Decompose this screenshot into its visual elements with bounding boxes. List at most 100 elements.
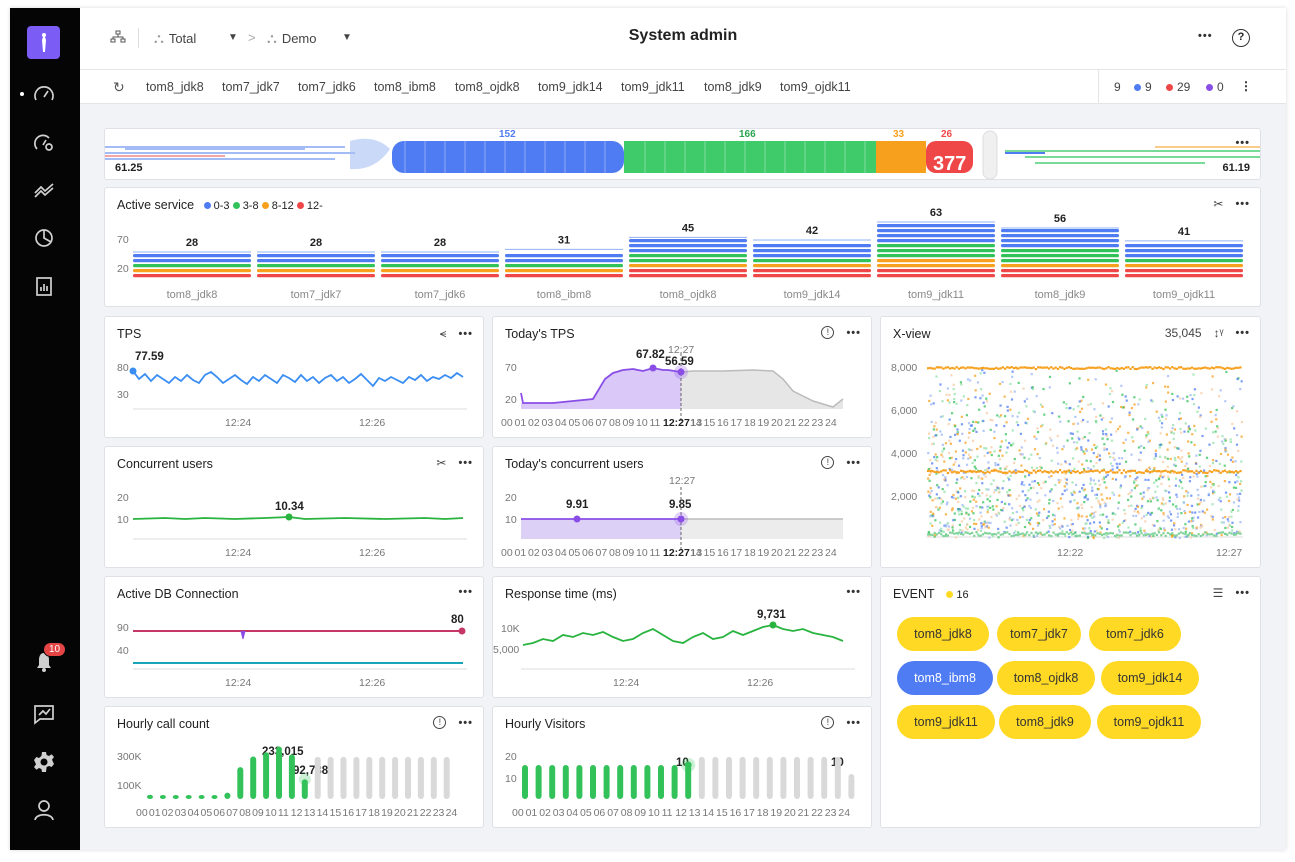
xview-point (938, 389, 942, 393)
app-logo[interactable] (27, 26, 60, 59)
tab-tom8-ibm8[interactable]: tom8_ibm8 (374, 80, 436, 94)
xview-point (1006, 405, 1009, 408)
tab-tom7-jdk7[interactable]: tom7_jdk7 (222, 80, 280, 94)
tab-tom8-jdk8[interactable]: tom8_jdk8 (146, 80, 204, 94)
xview-point (1102, 432, 1105, 436)
xview-point (954, 450, 957, 453)
more-options-icon[interactable]: ••• (846, 326, 861, 339)
y-tick: 30 (117, 389, 129, 401)
x-tick: 12:26 (359, 677, 386, 689)
event-pill[interactable]: tom7_jdk7 (997, 617, 1081, 651)
xview-point (1074, 531, 1077, 534)
xview-point (985, 397, 988, 400)
event-pill[interactable]: tom8_ibm8 (897, 661, 993, 695)
more-options-icon[interactable]: ••• (458, 586, 473, 598)
breadcrumb-demo[interactable]: ⛬ Demo (267, 30, 317, 47)
xview-point (1021, 470, 1024, 474)
scissors-icon[interactable]: ✂ (436, 456, 447, 470)
hourly-bar (807, 756, 814, 799)
xview-point (1239, 366, 1242, 369)
tab-tom8-ojdk8[interactable]: tom8_ojdk8 (455, 80, 520, 94)
y-tick: 10 (505, 514, 517, 526)
info-icon[interactable]: ! (821, 326, 835, 339)
xview-point (943, 524, 946, 527)
xview-point (1071, 457, 1075, 460)
xview-point (1236, 434, 1239, 437)
more-options-icon[interactable]: ••• (458, 457, 473, 469)
xview-point (1117, 501, 1120, 504)
event-pill[interactable]: tom7_jdk6 (1089, 617, 1181, 651)
event-pill[interactable]: tom9_jdk11 (897, 705, 995, 739)
more-options-icon[interactable]: ••• (1235, 198, 1250, 210)
xview-point (984, 469, 987, 472)
help-icon[interactable]: ? (1232, 29, 1250, 47)
event-pill[interactable]: tom8_jdk8 (897, 617, 989, 651)
info-icon[interactable]: ! (433, 716, 447, 729)
trend-icon[interactable] (30, 176, 58, 204)
xview-point (1238, 492, 1242, 495)
active-service-bar-segment (629, 264, 747, 268)
xview-point (960, 510, 963, 513)
xview-point (1043, 508, 1046, 511)
more-options-icon[interactable]: ••• (1235, 587, 1250, 599)
info-icon[interactable]: ! (821, 716, 835, 729)
event-pill[interactable]: tom9_ojdk11 (1097, 705, 1201, 739)
xview-point (1059, 479, 1062, 482)
info-icon[interactable]: ! (821, 456, 835, 469)
xview-point (1006, 476, 1010, 479)
event-pill[interactable]: tom8_jdk9 (999, 705, 1091, 739)
scissors-icon[interactable]: ✂ (1213, 197, 1224, 211)
refresh-icon[interactable]: ↻ (113, 79, 125, 95)
more-options-icon[interactable]: ••• (846, 716, 861, 729)
xview-point (1096, 532, 1099, 535)
xview-point (1239, 469, 1242, 473)
more-options-icon[interactable]: ••• (458, 327, 473, 340)
event-pill[interactable]: tom9_jdk14 (1101, 661, 1199, 695)
chevron-down-icon[interactable]: ▼ (228, 32, 238, 43)
gauge-settings-icon[interactable] (30, 129, 58, 157)
y-axis-scale-icon[interactable]: ↕ᵞ (1213, 326, 1224, 340)
breadcrumb-total[interactable]: ⛬ Total (154, 30, 196, 47)
more-options-icon[interactable]: ••• (846, 456, 861, 469)
more-options-icon[interactable]: ••• (1198, 30, 1213, 42)
event-pill[interactable]: tom8_ojdk8 (997, 661, 1095, 695)
xview-point (1172, 437, 1175, 441)
chevron-down-icon[interactable]: ▼ (342, 32, 352, 43)
xview-point (1044, 480, 1047, 483)
top-bar: ⛬ Total ▼ > ⛬ Demo ▼ System admin ••• ? (80, 8, 1286, 70)
tab-tom8-jdk9[interactable]: tom8_jdk9 (704, 80, 762, 94)
tab-tom7-jdk6[interactable]: tom7_jdk6 (298, 80, 356, 94)
chat-analytics-icon[interactable] (30, 700, 58, 728)
active-service-bar-segment (1125, 269, 1243, 273)
xview-point (994, 462, 997, 465)
xview-point (979, 511, 982, 514)
share-icon[interactable]: ⪪ (439, 326, 447, 340)
more-options-icon[interactable]: ••• (458, 716, 473, 729)
pie-chart-icon[interactable] (30, 224, 58, 252)
tab-tom9-jdk11[interactable]: tom9_jdk11 (621, 80, 685, 94)
xview-point (1053, 518, 1056, 521)
report-icon[interactable] (30, 272, 58, 300)
xview-point (1161, 460, 1165, 464)
bell-icon[interactable] (30, 648, 58, 676)
user-profile-icon[interactable] (30, 796, 58, 824)
more-options-icon[interactable]: ••• (846, 586, 861, 598)
hierarchy-icon[interactable] (110, 30, 126, 44)
more-options-icon[interactable]: ••• (1235, 137, 1250, 149)
xview-point (1089, 477, 1092, 480)
vertical-more-icon[interactable]: ⋮ (1240, 79, 1252, 93)
list-icon[interactable]: ☰ (1212, 586, 1224, 600)
tab-tom9-jdk14[interactable]: tom9_jdk14 (538, 80, 603, 94)
xview-point (952, 463, 955, 466)
xview-point (1137, 512, 1141, 515)
xview-point (1129, 491, 1132, 494)
hourly-bar (366, 756, 373, 799)
settings-gear-icon[interactable] (30, 748, 58, 776)
xview-point (1171, 392, 1174, 396)
xview-point (1103, 469, 1106, 472)
tab-tom9-ojdk11[interactable]: tom9_ojdk11 (780, 80, 851, 94)
dashboard-gauge-icon[interactable] (30, 81, 58, 109)
xview-point (1095, 415, 1098, 419)
more-options-icon[interactable]: ••• (1235, 327, 1250, 339)
legend-label: 0-3 (213, 200, 230, 212)
